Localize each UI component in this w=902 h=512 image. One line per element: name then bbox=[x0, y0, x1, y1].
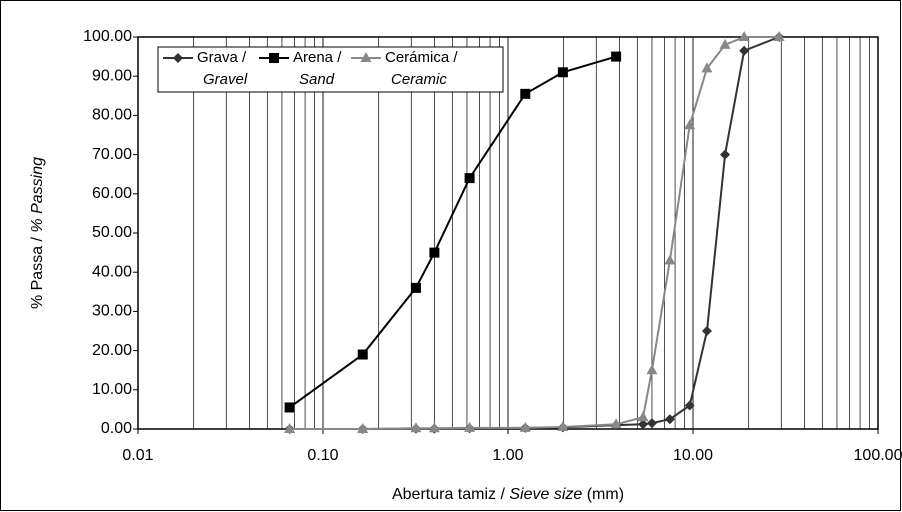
y-tick-label: 50.00 bbox=[92, 224, 132, 241]
legend-label: Arena / bbox=[293, 49, 342, 66]
series-line bbox=[289, 55, 617, 409]
marker bbox=[610, 418, 622, 429]
marker bbox=[284, 402, 295, 413]
series-line bbox=[289, 36, 780, 430]
marker bbox=[719, 38, 731, 49]
legend-label: Cerámica / bbox=[385, 49, 458, 66]
legend-label-en: Ceramic bbox=[391, 71, 447, 88]
marker bbox=[464, 173, 475, 184]
marker bbox=[357, 423, 369, 433]
legend-label-en: Sand bbox=[299, 71, 335, 88]
x-tick-label: 100.00 bbox=[854, 447, 902, 464]
x-tick-label: 0.01 bbox=[122, 447, 153, 464]
marker bbox=[738, 31, 750, 41]
marker bbox=[684, 119, 696, 130]
marker bbox=[360, 52, 372, 62]
marker bbox=[638, 419, 649, 430]
marker bbox=[557, 67, 568, 78]
y-tick-label: 40.00 bbox=[92, 263, 132, 280]
marker bbox=[684, 400, 695, 411]
marker bbox=[410, 282, 421, 293]
marker bbox=[646, 364, 658, 375]
marker bbox=[464, 421, 476, 432]
marker bbox=[173, 53, 183, 63]
plot-area bbox=[137, 36, 879, 430]
y-tick-label: 80.00 bbox=[92, 107, 132, 124]
y-tick-label: 20.00 bbox=[92, 342, 132, 359]
y-tick-label: 70.00 bbox=[92, 146, 132, 163]
marker bbox=[701, 326, 712, 336]
y-tick-label: 10.00 bbox=[92, 381, 132, 398]
y-tick-label: 90.00 bbox=[92, 67, 132, 84]
marker bbox=[428, 422, 440, 433]
marker bbox=[410, 422, 422, 433]
marker bbox=[664, 414, 675, 425]
y-tick-label: 30.00 bbox=[92, 303, 132, 320]
marker bbox=[720, 149, 731, 160]
y-tick-label: 60.00 bbox=[92, 185, 132, 202]
marker bbox=[701, 62, 713, 73]
y-axis-label: % Passa / % Passing bbox=[29, 157, 46, 309]
marker bbox=[664, 254, 676, 265]
x-tick-label: 1.00 bbox=[492, 447, 523, 464]
marker bbox=[519, 421, 531, 432]
marker bbox=[637, 411, 649, 422]
marker bbox=[429, 247, 440, 258]
legend-label-en: Gravel bbox=[203, 71, 248, 88]
legend-box bbox=[157, 46, 504, 93]
marker bbox=[773, 31, 785, 41]
marker bbox=[520, 88, 531, 99]
legend: Grava / Gravel Arena / Sand Cerámica / Cerami… bbox=[157, 46, 504, 93]
series-line bbox=[289, 36, 780, 430]
marker bbox=[357, 349, 368, 360]
x-axis-label: Abertura tamiz / Sieve size (mm) bbox=[392, 486, 624, 503]
marker bbox=[269, 53, 279, 63]
marker bbox=[646, 418, 657, 429]
marker bbox=[739, 45, 750, 56]
y-tick-label: 0.00 bbox=[101, 420, 132, 437]
legend-label: Grava / bbox=[197, 49, 247, 66]
x-tick-label: 0.10 bbox=[307, 447, 338, 464]
y-tick-label: 100.00 bbox=[83, 28, 132, 45]
marker bbox=[284, 423, 296, 433]
marker bbox=[611, 51, 622, 62]
marker bbox=[557, 421, 569, 432]
x-tick-label: 10.00 bbox=[673, 447, 713, 464]
